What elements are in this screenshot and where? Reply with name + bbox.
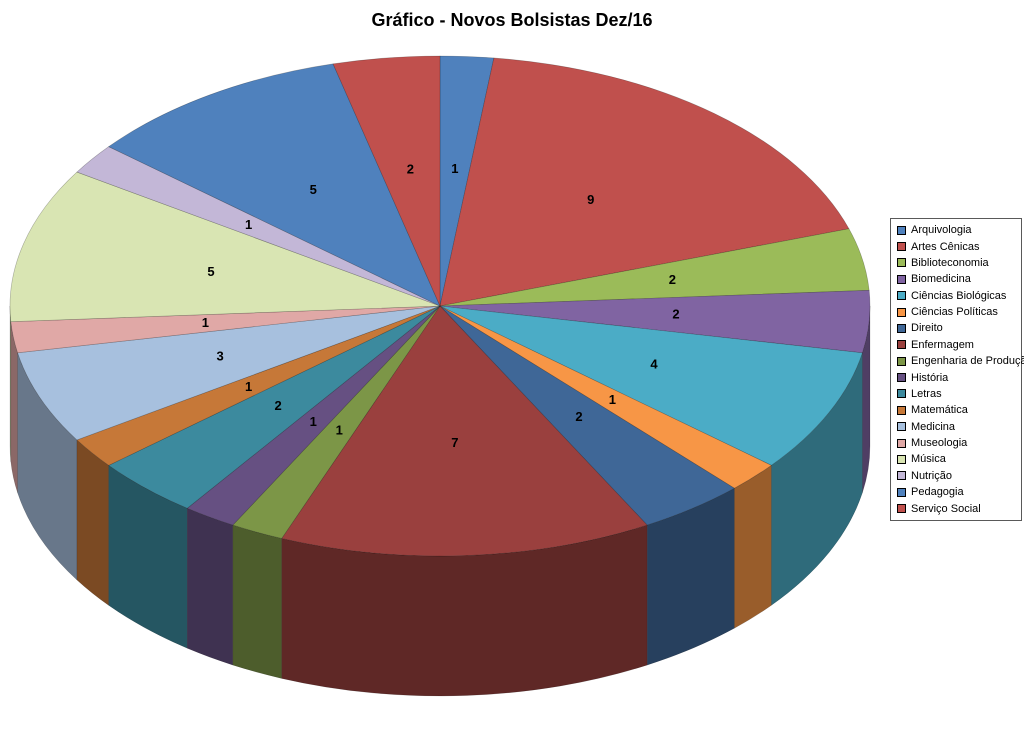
pie-slice[interactable]: [439, 305, 772, 489]
legend-swatch: [897, 438, 906, 448]
legend-label: Ciências Políticas: [911, 306, 998, 319]
pie-slice[interactable]: [439, 305, 735, 526]
pie-slice[interactable]: [439, 57, 850, 307]
legend-item[interactable]: Direito: [891, 320, 1021, 336]
pie-slice[interactable]: [439, 305, 863, 466]
legend-item[interactable]: Arquivologia: [891, 222, 1021, 238]
legend-label: Ciências Biológicas: [911, 289, 1007, 302]
legend-item[interactable]: Letras: [891, 386, 1021, 402]
pie-slice[interactable]: [281, 305, 648, 557]
legend-label: Medicina: [911, 420, 956, 433]
legend-item[interactable]: Engenharia de Produção: [891, 353, 1024, 369]
pie-slice[interactable]: [186, 305, 441, 526]
legend-swatch: [897, 422, 906, 432]
legend-swatch: [897, 504, 906, 514]
pie-slice-side: [76, 439, 109, 606]
legend-swatch: [897, 323, 906, 333]
legend-label: História: [911, 371, 949, 384]
legend-swatch: [897, 291, 906, 301]
pie-data-label: 1: [336, 422, 343, 437]
legend-label: Pedagogia: [911, 486, 964, 499]
pie-slice-side: [232, 524, 282, 679]
pie-data-label: 2: [672, 307, 679, 322]
pie-slice[interactable]: [232, 305, 441, 539]
legend-item[interactable]: Medicina: [891, 419, 1021, 435]
legend-item[interactable]: Serviço Social: [891, 500, 1021, 516]
pie-data-label: 4: [650, 357, 658, 372]
pie-data-label: 5: [310, 182, 317, 197]
legend-label: Serviço Social: [911, 502, 981, 515]
pie-slice-side: [734, 464, 772, 629]
legend-item[interactable]: Nutrição: [891, 468, 1021, 484]
pie-data-label: 9: [587, 192, 594, 207]
pie-data-label: 1: [245, 217, 252, 232]
legend-label: Museologia: [911, 437, 968, 450]
legend-label: Música: [911, 453, 946, 466]
pie-data-label: 1: [245, 379, 252, 394]
legend-label: Biblioteconomia: [911, 256, 989, 269]
legend-label: Direito: [911, 322, 943, 335]
legend-swatch: [897, 307, 906, 317]
legend-label: Matemática: [911, 404, 968, 417]
legend-label: Nutrição: [911, 469, 952, 482]
pie-slice[interactable]: [439, 289, 871, 354]
legend-label: Artes Cênicas: [911, 240, 980, 253]
pie-slice-side: [187, 507, 234, 666]
legend-label: Arquivologia: [911, 224, 972, 237]
legend-item[interactable]: Ciências Políticas: [891, 304, 1021, 320]
legend-swatch: [897, 242, 906, 252]
legend-swatch: [897, 389, 906, 399]
legend: Arquivologia Artes Cênicas Biblioteconomia…: [890, 218, 1024, 521]
pie-data-label: 2: [575, 409, 582, 424]
legend-swatch: [897, 454, 906, 464]
legend-swatch: [897, 258, 906, 268]
pie-data-label: 1: [451, 161, 458, 176]
pie-slice[interactable]: [10, 305, 441, 354]
legend-item[interactable]: Música: [891, 451, 1021, 467]
pie-data-label: 2: [407, 162, 414, 177]
pie-slice[interactable]: [76, 146, 441, 307]
pie-data-label: 2: [274, 398, 281, 413]
legend-item[interactable]: Pedagogia: [891, 484, 1021, 500]
legend-item[interactable]: Ciências Biológicas: [891, 288, 1021, 304]
chart-title: Gráfico - Novos Bolsistas Dez/16: [371, 10, 653, 30]
pie-data-label: 1: [202, 315, 209, 330]
legend-swatch: [897, 340, 906, 350]
pie-data-label: 1: [609, 392, 616, 407]
pie-slice[interactable]: [76, 305, 441, 466]
pie-data-label: 7: [451, 435, 458, 450]
legend-swatch: [897, 274, 906, 284]
pie-slice[interactable]: [108, 305, 441, 509]
pie-slice[interactable]: [9, 171, 441, 323]
legend-swatch: [897, 471, 906, 481]
legend-label: Enfermagem: [911, 338, 974, 351]
pie-data-label: 5: [207, 264, 214, 279]
pie-data-label: 1: [310, 414, 317, 429]
pie-slice[interactable]: [17, 305, 441, 441]
legend-item[interactable]: Biblioteconomia: [891, 255, 1021, 271]
legend-item[interactable]: Enfermagem: [891, 337, 1021, 353]
legend-swatch: [897, 487, 906, 497]
pie-slice[interactable]: [332, 55, 441, 307]
legend-item[interactable]: Matemática: [891, 402, 1021, 418]
legend-swatch: [897, 405, 906, 415]
legend-item[interactable]: Artes Cênicas: [891, 238, 1021, 254]
legend-label: Biomedicina: [911, 273, 971, 286]
legend-label: Engenharia de Produção: [911, 355, 1024, 368]
legend-item[interactable]: Museologia: [891, 435, 1021, 451]
legend-swatch: [897, 225, 906, 235]
pie-slice[interactable]: [439, 228, 870, 307]
legend-item[interactable]: História: [891, 369, 1021, 385]
legend-label: Letras: [911, 387, 942, 400]
legend-swatch: [897, 356, 906, 366]
pie-data-label: 3: [216, 349, 223, 364]
pie-slice[interactable]: [439, 55, 495, 307]
legend-swatch: [897, 373, 906, 383]
pie-slice[interactable]: [108, 63, 441, 307]
pie-data-label: 2: [669, 272, 676, 287]
legend-item[interactable]: Biomedicina: [891, 271, 1021, 287]
